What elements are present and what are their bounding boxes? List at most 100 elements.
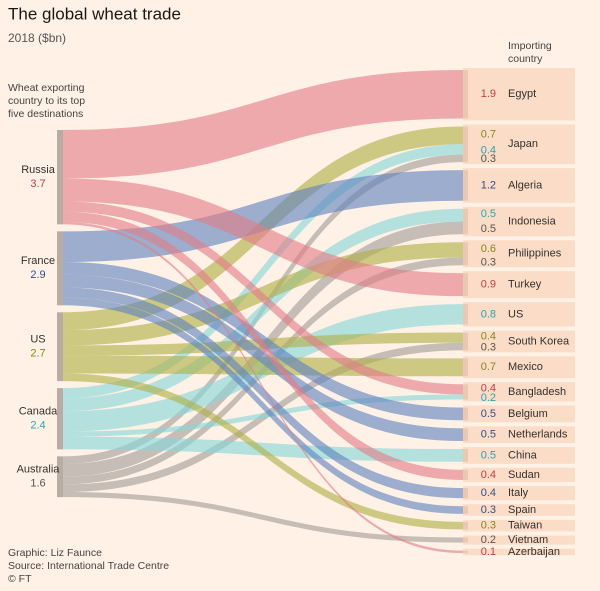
importer-node: [463, 332, 468, 351]
flow-value: 0.8: [481, 308, 496, 320]
chart-subtitle: 2018 ($bn): [8, 31, 66, 45]
exporter-node: [57, 456, 63, 498]
exporter-node: [57, 231, 63, 306]
flow: [63, 373, 463, 530]
flow-value: 0.3: [481, 341, 496, 353]
importer-node: [463, 208, 468, 235]
importer-band: [463, 548, 575, 556]
importer-name: Egypt: [508, 88, 536, 100]
flow-value: 0.6: [481, 243, 496, 255]
left-note: country to its top: [8, 95, 85, 107]
exporter-value: 2.9: [30, 269, 45, 281]
importer-node: [463, 70, 468, 119]
importer-node: [463, 521, 468, 530]
importer-band: [463, 68, 575, 121]
importer-node: [463, 304, 468, 325]
flow: [63, 221, 463, 554]
importer-node: [463, 488, 468, 499]
importer-band: [463, 168, 575, 203]
importer-band: [463, 535, 575, 545]
exporter-node: [57, 312, 63, 382]
exporter-name: US: [30, 334, 45, 346]
importer-name: Belgium: [508, 408, 548, 420]
importer-name: Japan: [508, 138, 538, 150]
flow: [63, 492, 463, 543]
exporter-value: 3.7: [30, 178, 45, 190]
chart-title: The global wheat trade: [8, 4, 181, 23]
exporter-value: 2.7: [30, 348, 45, 360]
importer-name: Mexico: [508, 361, 543, 373]
importer-node: [463, 273, 468, 297]
flow: [63, 287, 463, 499]
importer-band: [463, 302, 575, 327]
flow-value: 0.4: [481, 331, 496, 343]
importer-band: [463, 330, 575, 353]
importer-band: [463, 426, 575, 444]
flow: [63, 297, 463, 514]
importer-band: [463, 504, 575, 516]
flow: [63, 144, 463, 399]
flow: [63, 201, 463, 395]
importer-band: [463, 519, 575, 532]
importer-name: US: [508, 308, 523, 320]
importer-node: [463, 358, 468, 377]
flow-value: 0.2: [481, 534, 496, 546]
importer-node: [463, 126, 468, 163]
flow-value: 0.5: [481, 408, 496, 420]
exporter-name: Australia: [17, 464, 61, 476]
links: [63, 70, 463, 554]
importer-node: [463, 384, 468, 400]
exporter-name: Canada: [19, 406, 58, 418]
importer-node: [463, 550, 468, 554]
flow-value: 0.3: [481, 256, 496, 268]
importer-band: [463, 382, 575, 402]
flow-value: 0.1: [481, 546, 496, 558]
flow-value: 0.4: [481, 144, 496, 156]
nodes: Russia 3.7 France 2.9 US 2.7 Canada 2.4 Australi…: [17, 70, 570, 558]
importer-name: Spain: [508, 504, 536, 516]
left-note: five destinations: [8, 108, 83, 120]
importer-name: Algeria: [508, 179, 543, 191]
exporter-value: 1.6: [30, 478, 45, 490]
importer-band: [463, 486, 575, 501]
importer-name: Azerbaijan: [508, 546, 560, 558]
importer-name: Philippines: [508, 248, 562, 260]
flow-value: 0.4: [481, 469, 496, 481]
flow-value: 0.7: [481, 128, 496, 140]
flow-value: 0.3: [481, 153, 496, 165]
importer-node: [463, 469, 468, 480]
importer-name: Italy: [508, 487, 529, 499]
left-note: Wheat exporting: [8, 82, 85, 94]
importer-bands: [463, 68, 575, 556]
flow-value: 0.5: [481, 208, 496, 220]
importer-band: [463, 447, 575, 464]
importer-name: Turkey: [508, 279, 542, 291]
importer-name: Taiwan: [508, 520, 542, 532]
flow-value: 0.4: [481, 487, 496, 499]
exporter-node: [57, 388, 63, 450]
exporter-value: 2.4: [30, 420, 45, 432]
importer-band: [463, 271, 575, 299]
importer-node: [463, 170, 468, 201]
footer: Graphic: Liz Faunce: [8, 547, 102, 559]
importer-node: [463, 242, 468, 266]
flow-value: 0.3: [481, 504, 496, 516]
importer-node: [463, 449, 468, 462]
importer-name: Sudan: [508, 469, 540, 481]
importer-name: China: [508, 449, 538, 461]
importer-node: [463, 537, 468, 543]
importer-name: Indonesia: [508, 215, 557, 227]
flow-value: 1.9: [481, 88, 496, 100]
flow-value: 0.2: [481, 392, 496, 404]
flow: [63, 178, 463, 297]
importer-band: [463, 356, 575, 379]
importer-name: South Korea: [508, 335, 570, 347]
flow: [63, 394, 463, 437]
importer-node: [463, 428, 468, 442]
flow: [63, 208, 463, 412]
flow-value: 0.9: [481, 279, 496, 291]
importer-node: [463, 506, 468, 514]
importer-node: [463, 407, 468, 421]
